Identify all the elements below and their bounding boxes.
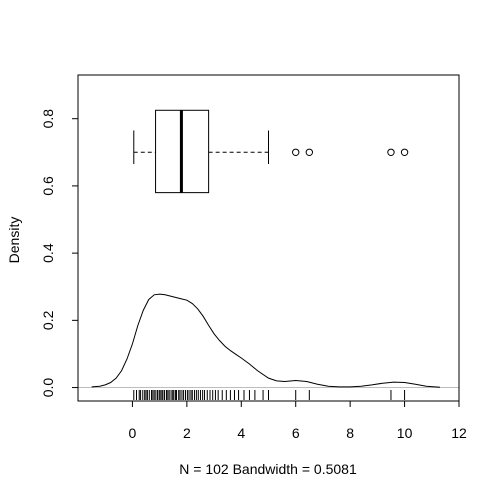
x-tick-label: 2 <box>183 425 191 441</box>
x-tick-label: 4 <box>237 425 245 441</box>
density-curve <box>91 293 440 388</box>
x-tick-label: 6 <box>292 425 300 441</box>
y-axis-label: Density <box>6 217 22 264</box>
x-tick-label: 10 <box>397 425 413 441</box>
plot-layer <box>78 109 459 400</box>
boxplot-outlier <box>400 148 409 156</box>
y-tick-label: 0.0 <box>40 378 56 398</box>
axis-layer: 0 2 4 6 8 10 12 0.0 0.2 0.4 0.6 0.8 <box>40 74 467 441</box>
x-tick-label: 0 <box>129 425 137 441</box>
x-tick-label: 8 <box>346 425 354 441</box>
y-tick-label: 0.6 <box>40 176 56 196</box>
boxplot-outlier <box>387 148 395 156</box>
y-tick-label: 0.4 <box>40 243 56 263</box>
y-tick-label: 0.2 <box>40 310 56 330</box>
plot-frame <box>77 74 460 402</box>
x-axis-label: N = 102 Bandwidth = 0.5081 <box>179 461 357 477</box>
y-tick-label: 0.8 <box>40 109 56 129</box>
x-tick-label: 12 <box>451 425 467 441</box>
boxplot-outlier <box>292 148 300 156</box>
boxplot-outlier <box>305 148 314 156</box>
